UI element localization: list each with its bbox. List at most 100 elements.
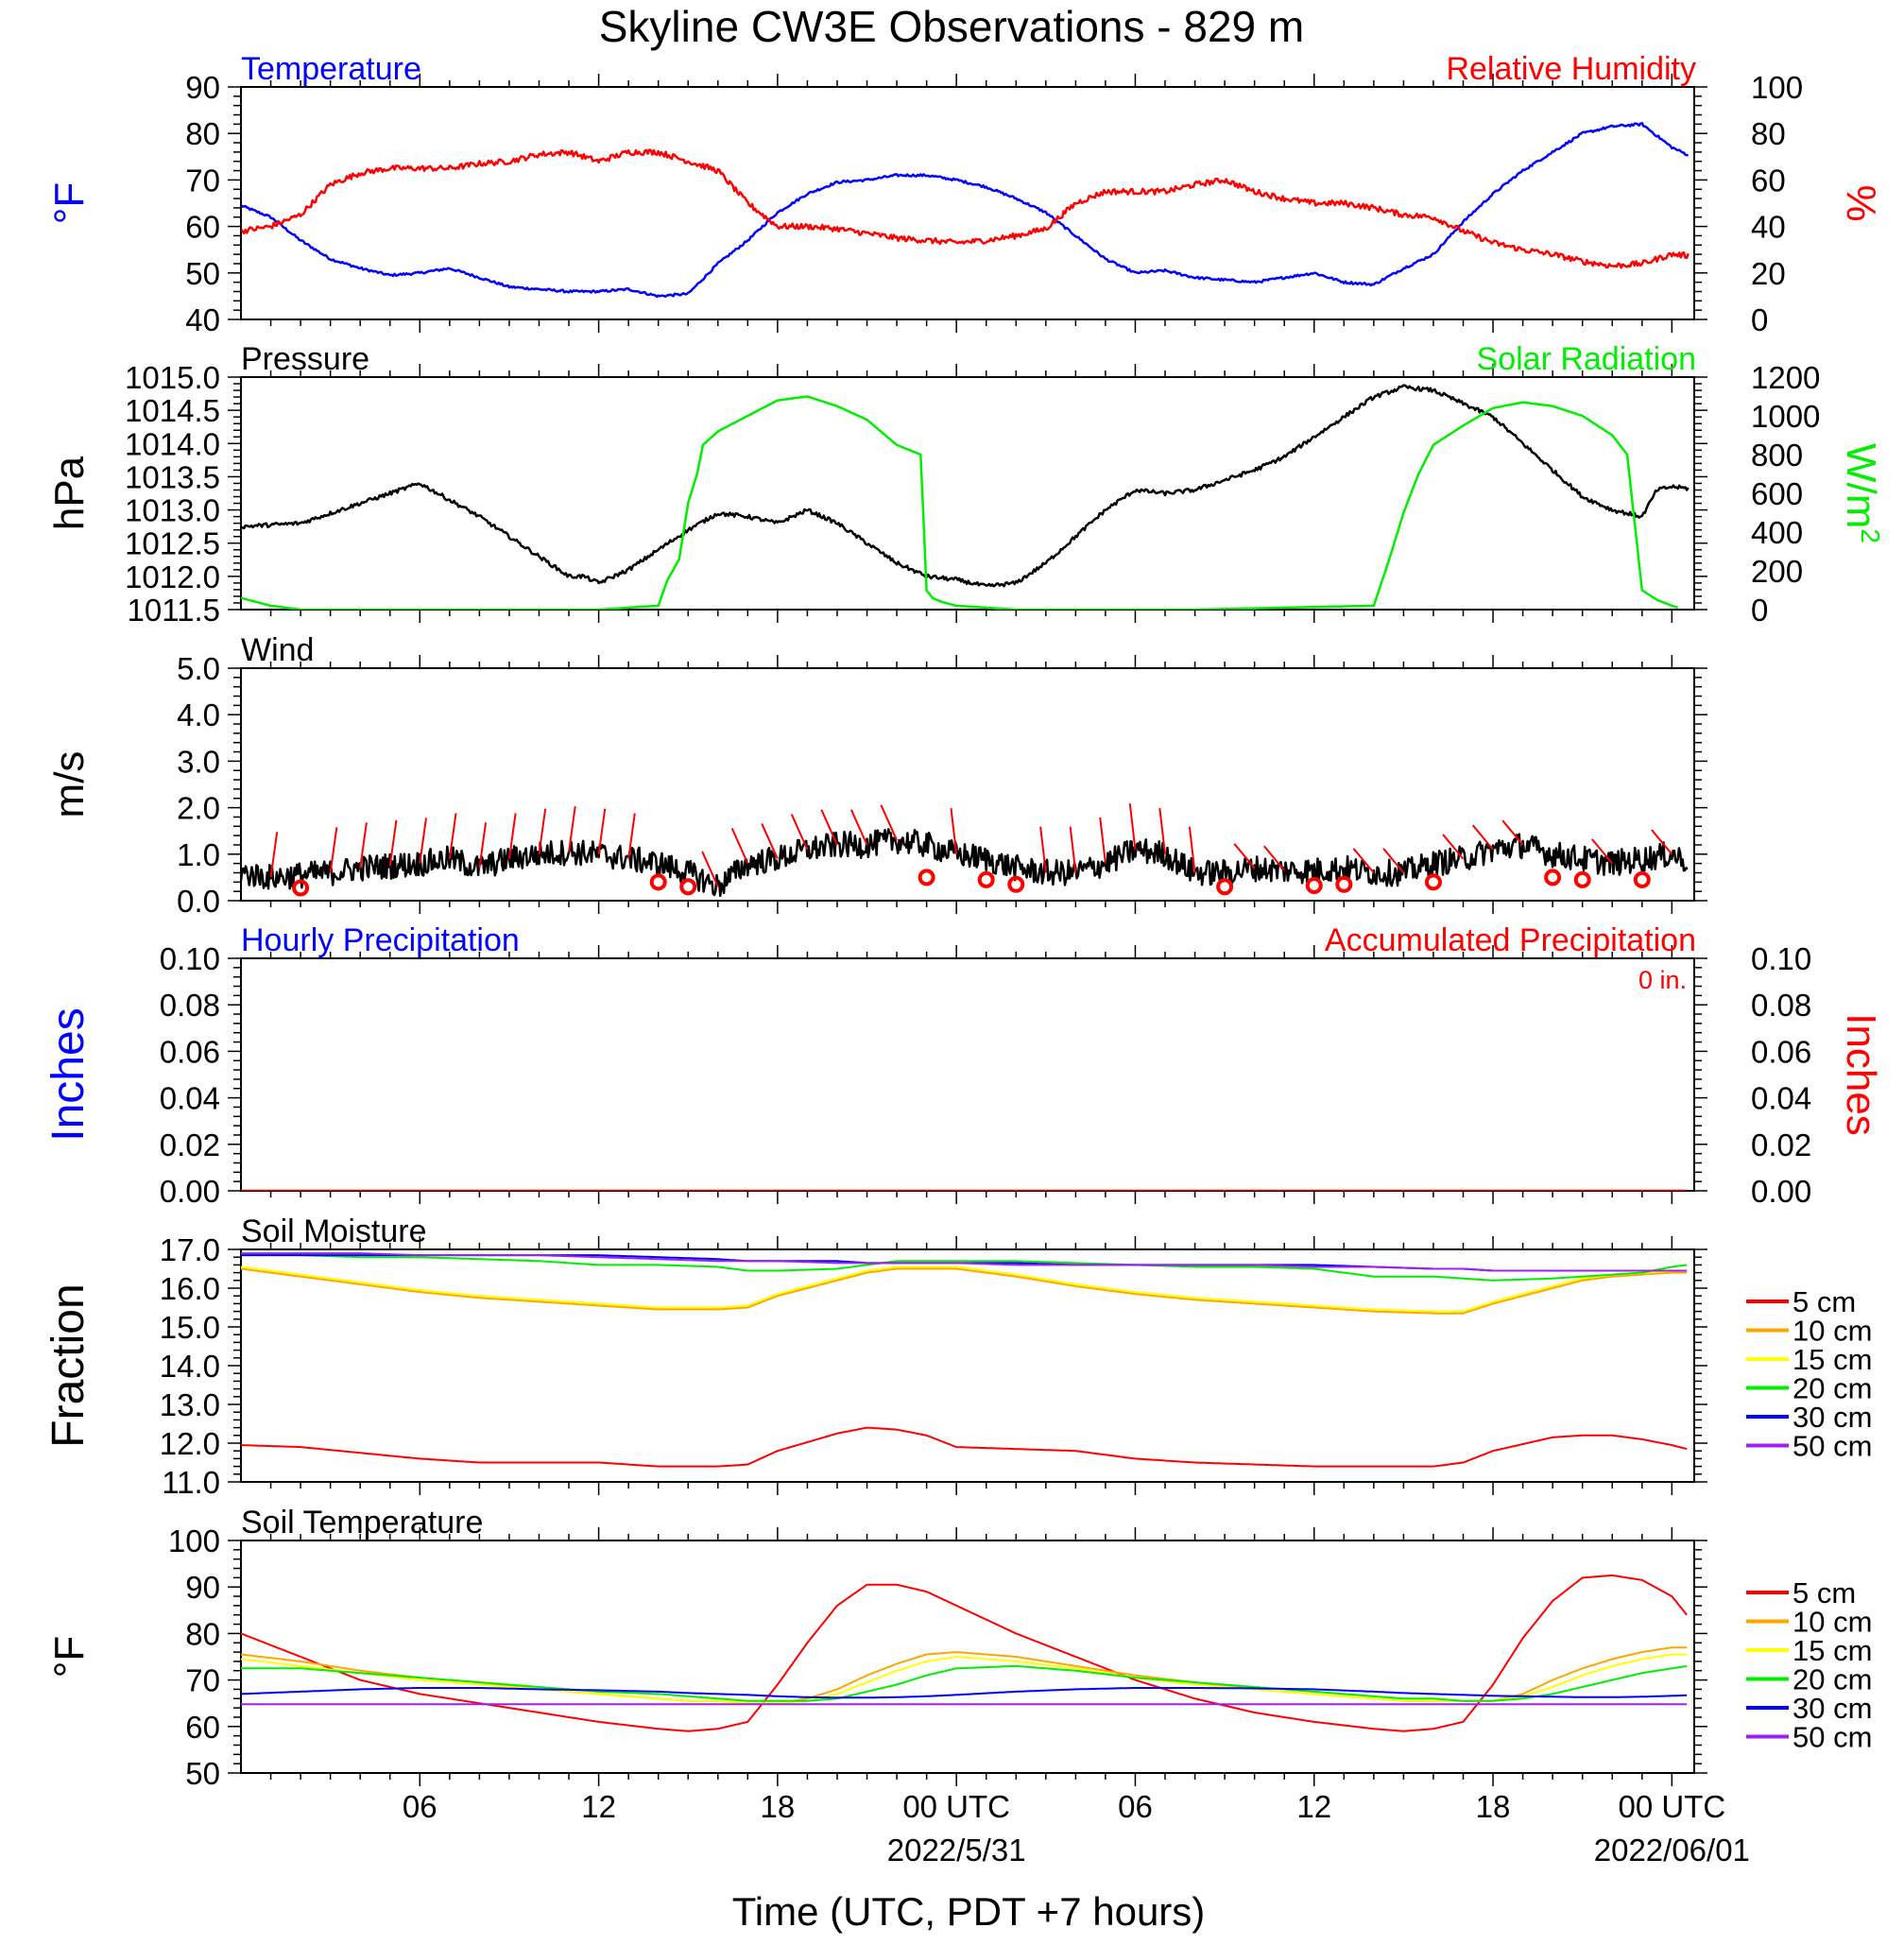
wind-direction-stick bbox=[1069, 826, 1077, 873]
y-tick-label: 90 bbox=[185, 70, 220, 105]
series-group bbox=[241, 1252, 1688, 1468]
y-tick-label-right: 800 bbox=[1751, 438, 1803, 473]
panel-wind: 0.0 1.0 2.0 3.0 4.0 5.0 Wind m/s bbox=[46, 632, 1707, 919]
legend-label: 15 cm bbox=[1793, 1634, 1872, 1667]
wind-direction-stick bbox=[790, 814, 809, 851]
wind-direction-stick bbox=[849, 809, 868, 846]
wind-direction-stick bbox=[1158, 807, 1167, 854]
calm-wind-marker bbox=[292, 879, 310, 897]
y-tick-label: 0.0 bbox=[177, 884, 220, 919]
y-tick-label: 13.0 bbox=[160, 1387, 220, 1422]
panel-title-left: Soil Moisture bbox=[241, 1213, 427, 1249]
panel-title-left: Hourly Precipitation bbox=[241, 922, 520, 958]
x-axis-title: Time (UTC, PDT +7 hours) bbox=[732, 1889, 1206, 1934]
legend-label: 50 cm bbox=[1793, 1430, 1872, 1463]
y-tick-label: 0.06 bbox=[160, 1034, 220, 1069]
wind-direction-stick bbox=[950, 807, 958, 854]
y-axis-title: Fraction bbox=[43, 1283, 94, 1447]
wind-direction-stick bbox=[597, 808, 607, 854]
y-tick-label: 50 bbox=[185, 256, 220, 291]
wind-direction-marks bbox=[269, 803, 1673, 897]
legend-label: 20 cm bbox=[1793, 1663, 1872, 1696]
wind-direction-stick bbox=[478, 822, 488, 869]
x-tick-label: 00 UTC bbox=[1618, 1789, 1725, 1824]
y-tick-label-right: 0.06 bbox=[1751, 1034, 1811, 1069]
wind-direction-stick bbox=[1651, 829, 1673, 855]
y-tick-label: 0.08 bbox=[160, 988, 220, 1023]
y-tick-label-right: 80 bbox=[1751, 116, 1786, 151]
wind-direction-stick bbox=[329, 827, 338, 873]
wind-direction-stick bbox=[1501, 819, 1524, 846]
y-axis-title: Inches bbox=[43, 1007, 94, 1141]
panel-title-right: Accumulated Precipitation bbox=[1325, 922, 1696, 958]
series-pressure bbox=[241, 384, 1690, 588]
y-tick-label: 1015.0 bbox=[125, 360, 220, 395]
plot-frame bbox=[240, 86, 1695, 320]
y-tick-label: 12.0 bbox=[160, 1426, 220, 1461]
series-10-cm bbox=[241, 1267, 1688, 1315]
calm-wind-marker bbox=[1305, 877, 1323, 895]
calm-wind-marker bbox=[649, 873, 667, 891]
legend-label: 30 cm bbox=[1793, 1692, 1872, 1725]
x-tick-label: 12 bbox=[1296, 1789, 1331, 1824]
wind-direction-stick bbox=[761, 823, 779, 860]
series-group bbox=[241, 828, 1689, 898]
y-tick-label: 3.0 bbox=[177, 744, 220, 779]
y-tick-label-right: 600 bbox=[1751, 476, 1803, 511]
wind-direction-stick bbox=[568, 806, 576, 852]
y-tick-label-right: 0.10 bbox=[1751, 941, 1811, 976]
y-tick-label-right: 20 bbox=[1751, 256, 1786, 291]
wind-direction-stick bbox=[419, 818, 427, 864]
y-tick-label: 1014.5 bbox=[125, 393, 220, 428]
y-tick-label: 2.0 bbox=[177, 791, 220, 826]
y-tick-label: 80 bbox=[185, 116, 220, 151]
series-wind-speed bbox=[241, 828, 1689, 898]
y-tick-label: 1012.0 bbox=[125, 559, 220, 594]
x-tick-label: 18 bbox=[1476, 1789, 1511, 1824]
calm-wind-marker bbox=[1007, 875, 1025, 893]
y-tick-label-right: 0.00 bbox=[1751, 1174, 1811, 1209]
series-solar-radiation bbox=[241, 395, 1678, 610]
y-tick-label-right: 0.02 bbox=[1751, 1127, 1811, 1162]
wind-direction-stick bbox=[1263, 845, 1285, 871]
series-relative-humidity bbox=[241, 148, 1690, 269]
panel-title-left: Temperature bbox=[241, 51, 421, 87]
wind-direction-stick bbox=[880, 804, 898, 841]
legend-label: 15 cm bbox=[1793, 1343, 1872, 1376]
x-date-label: 2022/5/31 bbox=[887, 1833, 1026, 1868]
y-tick-label: 17.0 bbox=[160, 1232, 220, 1267]
x-tick-label: 00 UTC bbox=[902, 1789, 1010, 1824]
series-20-cm bbox=[241, 1254, 1688, 1282]
wind-direction-stick bbox=[1099, 817, 1106, 864]
legend-label: 5 cm bbox=[1793, 1285, 1856, 1318]
y-tick-label: 0.10 bbox=[160, 941, 220, 976]
y-tick-label: 50 bbox=[185, 1756, 220, 1791]
y-tick-label: 0.04 bbox=[160, 1081, 220, 1116]
y-tick-label-right: 1000 bbox=[1751, 399, 1820, 434]
y-tick-label: 90 bbox=[185, 1570, 220, 1605]
y-tick-label-right: 200 bbox=[1751, 554, 1803, 589]
series-group bbox=[241, 384, 1690, 610]
legend-label: 5 cm bbox=[1793, 1576, 1856, 1609]
calm-wind-marker bbox=[1544, 869, 1562, 886]
calm-wind-marker bbox=[1216, 878, 1234, 896]
y-tick-label: 1013.5 bbox=[125, 459, 220, 494]
y-tick-label-right: 40 bbox=[1751, 210, 1786, 245]
y-tick-label-right: 0 bbox=[1751, 302, 1768, 337]
y-axis-title: m/s bbox=[46, 751, 93, 818]
y-axis-title-superscript: 2 bbox=[1857, 528, 1886, 543]
series-15-cm bbox=[241, 1653, 1688, 1705]
wind-direction-stick bbox=[269, 832, 279, 878]
y-tick-label: 60 bbox=[185, 210, 220, 245]
panel-title-left: Pressure bbox=[241, 341, 369, 377]
plot-frame bbox=[240, 667, 1695, 902]
series-group bbox=[241, 1574, 1688, 1732]
y-tick-label: 70 bbox=[185, 1663, 220, 1698]
calm-wind-marker bbox=[1335, 875, 1353, 893]
y-tick-label: 1014.0 bbox=[125, 426, 220, 461]
wind-direction-stick bbox=[1128, 803, 1137, 850]
legend-label: 50 cm bbox=[1793, 1721, 1872, 1754]
panel-title-right: Solar Radiation bbox=[1477, 341, 1696, 377]
y-tick-label-right: 0.08 bbox=[1751, 988, 1811, 1023]
x-tick-label: 18 bbox=[761, 1789, 796, 1824]
